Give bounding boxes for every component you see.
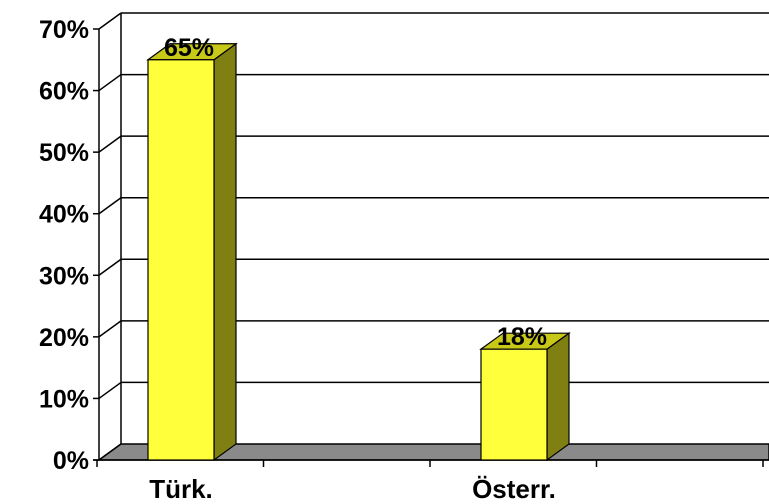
y-tick-label: 20% [39, 324, 89, 352]
y-tick-label: 10% [39, 385, 89, 413]
gridline-depth [98, 197, 122, 215]
gridline-depth [98, 12, 122, 30]
gridline-depth [98, 258, 122, 276]
chart-labels: 0% 10% 20% 30% 40% 50% 60% 70% 65% Türk. 18% Österr… [39, 16, 556, 504]
x-category-label: Österr. [472, 474, 556, 504]
x-category-label: Türk. [149, 474, 213, 504]
y-tick-label: 60% [39, 78, 89, 106]
bar [147, 59, 215, 461]
bar [480, 348, 548, 461]
gridline-depth [98, 320, 122, 338]
bar-side [213, 42, 237, 462]
gridline-depth [98, 381, 122, 400]
y-tick-label: 30% [39, 262, 89, 290]
y-tick-label: 0% [53, 447, 89, 475]
bar-side [546, 331, 570, 462]
y-tick-label: 50% [39, 139, 89, 167]
y-tick-label: 70% [39, 16, 89, 44]
y-tick-label: 40% [39, 201, 89, 229]
chart-bars [146, 42, 571, 462]
gridline-depth [98, 73, 122, 92]
data-label: 65% [164, 34, 214, 62]
gridline-depth [98, 135, 122, 153]
data-label: 18% [497, 323, 547, 351]
